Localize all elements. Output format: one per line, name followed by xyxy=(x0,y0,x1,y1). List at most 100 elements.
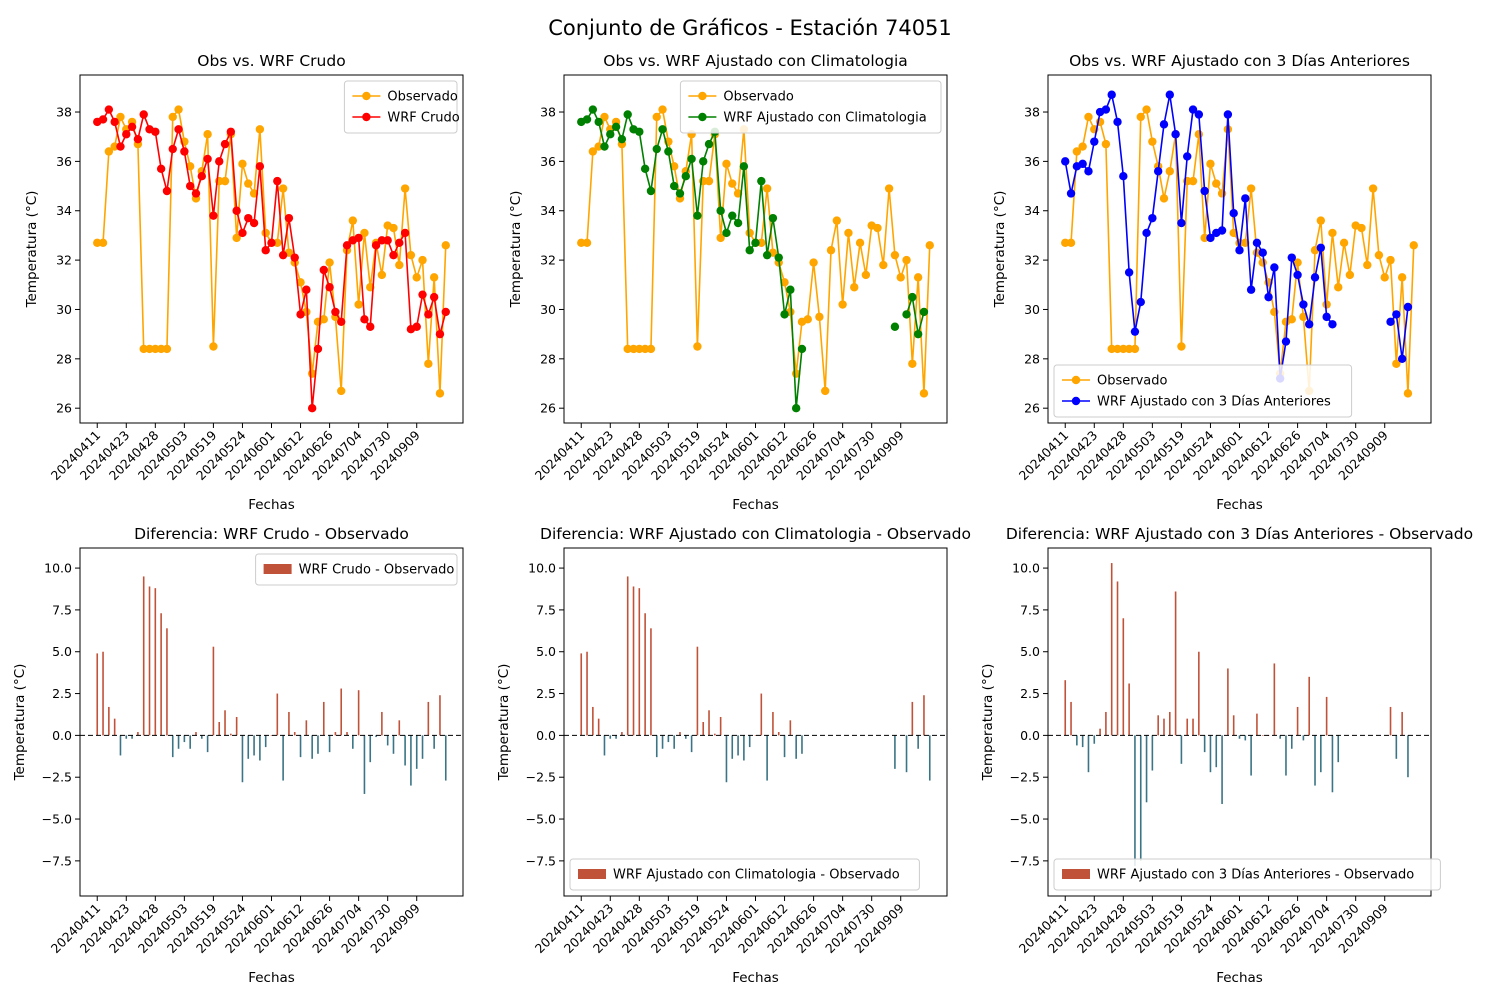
data-point xyxy=(838,300,847,309)
data-point xyxy=(757,238,766,248)
bar xyxy=(230,733,232,736)
bar xyxy=(1308,676,1311,736)
y-axis-label: Temperatura (°C) xyxy=(508,191,524,309)
data-point xyxy=(1403,302,1413,312)
data-point xyxy=(162,344,172,354)
bar xyxy=(1273,663,1276,736)
data-point xyxy=(371,241,381,250)
data-point xyxy=(664,147,673,156)
data-point xyxy=(1322,312,1331,322)
data-point xyxy=(1165,90,1174,99)
bar xyxy=(719,716,722,736)
bar xyxy=(714,733,716,736)
bar xyxy=(299,735,302,758)
data-point xyxy=(600,112,609,122)
data-point xyxy=(739,162,749,171)
data-point xyxy=(156,164,166,173)
data-point xyxy=(757,176,766,186)
bar xyxy=(667,735,670,743)
data-point xyxy=(751,238,760,248)
bar xyxy=(444,735,447,781)
bar xyxy=(1198,651,1200,736)
data-point xyxy=(1310,273,1320,282)
y-tick-label: 7.5 xyxy=(52,602,72,617)
legend: Observado WRF Ajustado con Climatologia xyxy=(679,80,942,134)
bar xyxy=(142,576,145,736)
bar xyxy=(1209,735,1212,773)
axes-frame xyxy=(563,547,948,897)
data-point xyxy=(716,206,725,215)
data-point xyxy=(278,250,288,260)
y-tick-label: 26 xyxy=(56,401,72,416)
data-point xyxy=(331,307,340,317)
bar xyxy=(1122,618,1125,736)
data-point xyxy=(1241,194,1250,203)
y-tick-label: −7.5 xyxy=(42,853,72,868)
data-point xyxy=(1177,342,1186,351)
bar xyxy=(113,718,116,736)
bar xyxy=(276,693,279,736)
data-point xyxy=(191,189,201,198)
y-tick-label: −2.5 xyxy=(526,770,556,785)
data-point xyxy=(1101,105,1111,114)
bar xyxy=(247,735,250,759)
bar xyxy=(731,735,734,759)
bar xyxy=(137,732,139,736)
bar xyxy=(224,710,226,736)
bar xyxy=(795,735,797,759)
data-point xyxy=(116,112,125,122)
data-point xyxy=(1107,90,1116,99)
bar xyxy=(1221,735,1223,804)
plot-area xyxy=(93,105,450,413)
bar xyxy=(760,693,763,736)
bar xyxy=(375,735,377,738)
bar xyxy=(696,646,699,736)
legend-box xyxy=(569,858,920,891)
data-point xyxy=(389,223,398,233)
data-point xyxy=(1380,273,1389,282)
bar xyxy=(1064,680,1067,736)
y-tick-label: 28 xyxy=(540,351,556,366)
data-point xyxy=(400,228,410,238)
bar xyxy=(661,735,664,749)
data-point xyxy=(255,162,265,171)
data-point xyxy=(879,260,888,270)
data-point xyxy=(1316,243,1326,252)
bar xyxy=(690,735,693,753)
bar xyxy=(1168,711,1171,736)
bar xyxy=(615,735,617,739)
data-point xyxy=(1409,241,1418,250)
bar xyxy=(1395,735,1398,759)
data-point xyxy=(337,386,346,396)
data-point xyxy=(319,315,328,324)
data-point xyxy=(1386,317,1395,327)
bar xyxy=(609,735,612,739)
data-point xyxy=(1066,189,1076,198)
bar xyxy=(1081,735,1084,748)
data-point xyxy=(429,273,439,282)
legend-label: WRF Ajustado con Climatologia - Observad… xyxy=(613,868,900,883)
bar xyxy=(1279,735,1281,739)
subplot-4: Diferencia: WRF Crudo - Observado −7.5 −5.… xyxy=(12,525,464,986)
bar xyxy=(1407,735,1409,778)
data-point xyxy=(797,344,807,354)
data-point xyxy=(395,238,404,248)
bar xyxy=(148,586,151,736)
data-point xyxy=(908,292,917,302)
data-point xyxy=(1200,186,1209,196)
bar xyxy=(923,695,925,736)
data-point xyxy=(418,290,427,299)
bar xyxy=(772,711,774,736)
data-point xyxy=(168,144,177,154)
data-point xyxy=(606,130,615,139)
data-point xyxy=(93,238,102,248)
data-point xyxy=(1223,110,1233,119)
bar xyxy=(673,735,675,749)
bar xyxy=(1139,735,1142,861)
data-point xyxy=(809,258,818,267)
data-point xyxy=(1194,130,1204,139)
data-point xyxy=(1183,152,1192,161)
data-point xyxy=(1264,292,1273,302)
bar xyxy=(580,653,583,736)
bar xyxy=(398,720,401,736)
